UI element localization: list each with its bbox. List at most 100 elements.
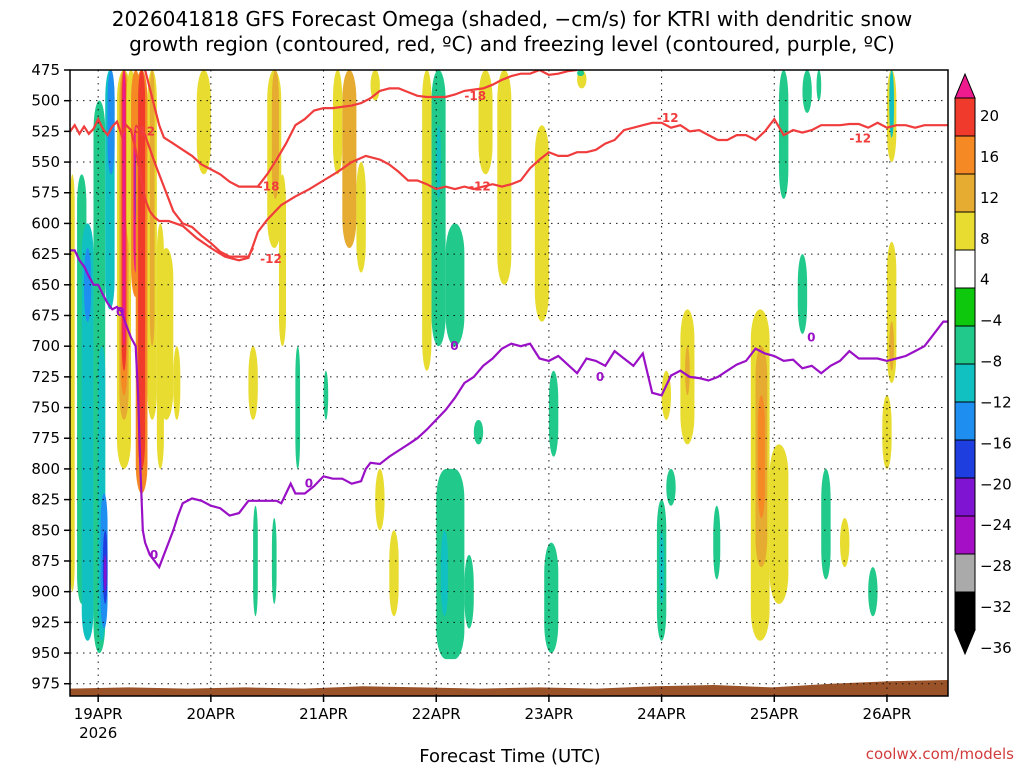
omega-cell	[886, 241, 897, 383]
x-tick-label: 20APR	[186, 705, 235, 723]
y-tick-label: 625	[31, 245, 60, 263]
omega-cell	[389, 530, 399, 617]
omega-cell	[271, 70, 279, 199]
red-contour-label: -12	[657, 111, 679, 125]
colorbar-label: −16	[980, 434, 1012, 452]
omega-cell	[84, 247, 92, 322]
colorbar-label: −4	[980, 312, 1002, 330]
freezing-level-contour	[70, 249, 948, 570]
colorbar-band	[954, 135, 976, 175]
purple-contour-label: 0	[596, 370, 604, 384]
y-tick-label: 525	[31, 122, 60, 140]
omega-cell	[666, 468, 676, 506]
y-tick-label: 700	[31, 337, 60, 355]
dendritic-growth-contours	[70, 70, 948, 262]
y-tick-label: 850	[31, 521, 60, 539]
colorbar-label: −24	[980, 516, 1012, 534]
x-tick-label: 21APR	[299, 705, 348, 723]
y-tick-label: 725	[31, 368, 60, 386]
ground-below-surface	[70, 680, 948, 696]
freezing-level-line	[70, 249, 948, 570]
y-tick-label: 825	[31, 491, 60, 509]
omega-cell	[769, 444, 789, 604]
red-contour-label: -12	[469, 180, 491, 194]
omega-cell	[889, 70, 895, 138]
x-axis-label: Forecast Time (UTC)	[419, 746, 600, 767]
purple-contour-label: 0	[807, 331, 815, 345]
omega-cell	[375, 468, 385, 531]
colorbar-label: 16	[980, 148, 999, 166]
colorbar-band	[954, 97, 976, 137]
colorbar-label: −12	[980, 394, 1012, 412]
omega-cell	[436, 125, 441, 199]
x-tick-sublabel: 2026	[79, 724, 117, 742]
x-tick-label: 25APR	[750, 705, 799, 723]
omega-cell	[445, 223, 465, 347]
colorbar-band	[954, 401, 976, 441]
y-tick-label: 650	[31, 276, 60, 294]
x-tick-label: 23APR	[524, 705, 573, 723]
colorbar-top-arrow	[954, 72, 976, 99]
omega-cell	[577, 70, 585, 77]
y-tick-label: 750	[31, 399, 60, 417]
colorbar-band	[954, 211, 976, 251]
colorbar-band	[954, 173, 976, 213]
colorbar-label: −32	[980, 598, 1012, 616]
omega-cell	[81, 223, 94, 641]
omega-cell	[882, 395, 892, 469]
omega-cell	[659, 530, 664, 604]
y-tick-label: 800	[31, 460, 60, 478]
x-tick-label: 22APR	[412, 705, 461, 723]
omega-cell	[332, 70, 343, 175]
omega-cell	[797, 254, 808, 334]
y-tick-label: 950	[31, 644, 60, 662]
omega-cell	[868, 567, 878, 617]
chart-title-line1: 2026041818 GFS Forecast Omega (shaded, −…	[112, 7, 912, 31]
omega-cell	[713, 505, 721, 580]
grid-lines	[70, 69, 948, 696]
y-tick-label: 550	[31, 153, 60, 171]
ground-fill	[70, 680, 948, 696]
plot-area: -12 -18 -12 -18 -12 -12 -12 0 0 0 0 0 0	[69, 69, 949, 697]
y-tick-label: 575	[31, 184, 60, 202]
omega-cell	[173, 346, 181, 420]
omega-cell	[248, 346, 258, 420]
colorbar-label: 20	[980, 107, 999, 125]
y-tick-label: 475	[31, 61, 60, 79]
omega-cell	[440, 530, 448, 617]
colorbar-band	[954, 363, 976, 403]
y-tick-label: 875	[31, 552, 60, 570]
y-tick-label: 500	[31, 92, 60, 110]
omega-cell	[497, 70, 512, 285]
omega-cell	[534, 125, 549, 322]
y-tick-label: 775	[31, 429, 60, 447]
y-axis-ticks: 475 500 525 550 575 600 625 650 675 700 725 750 775 8…	[31, 61, 70, 693]
purple-contour-label: 0	[305, 477, 313, 491]
colorbar-band	[954, 439, 976, 479]
omega-cell	[196, 70, 211, 175]
omega-cell	[478, 70, 493, 175]
omega-cell	[840, 518, 850, 568]
colorbar-label: −28	[980, 557, 1012, 575]
omega-cell	[757, 395, 765, 519]
omega-cell	[70, 174, 75, 592]
colorbar-label: −8	[980, 353, 1002, 371]
omega-cell	[122, 70, 126, 347]
omega-cell	[253, 505, 258, 617]
omega-cell	[103, 554, 107, 592]
omega-cell	[159, 247, 174, 420]
omega-cell	[149, 70, 155, 347]
red-contour-label: -18	[464, 89, 486, 103]
omega-cell	[356, 162, 366, 273]
colorbar-band	[954, 287, 976, 327]
purple-contour-label: 0	[150, 548, 158, 562]
omega-cell	[548, 370, 559, 457]
red-contour-label: -12	[260, 252, 282, 266]
red-contour-label: -12	[849, 132, 871, 146]
x-tick-label: 24APR	[637, 705, 686, 723]
y-tick-label: 975	[31, 675, 60, 693]
colorbar-label: −20	[980, 475, 1012, 493]
omega-cell	[431, 70, 446, 347]
omega-cell	[802, 70, 812, 113]
dendritic-contour-line	[134, 124, 255, 258]
